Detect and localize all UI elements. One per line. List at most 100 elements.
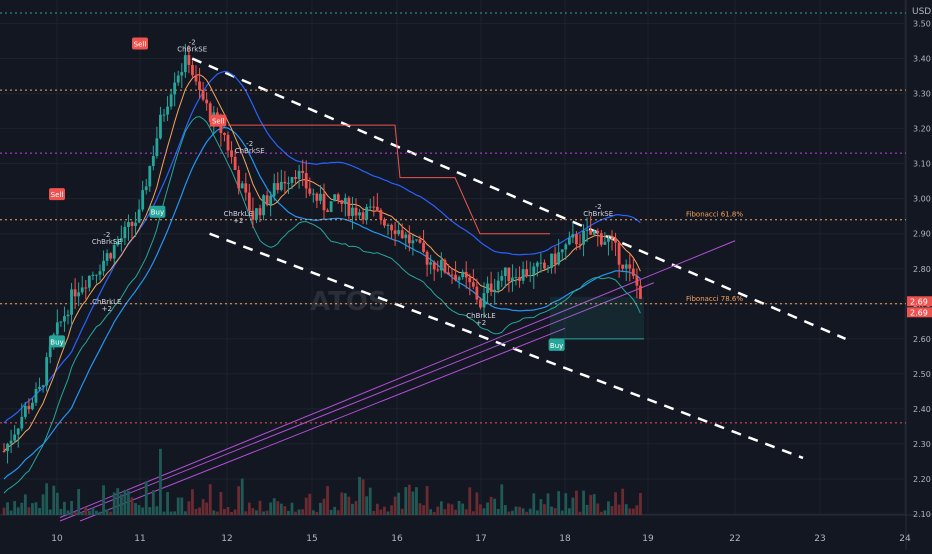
candle-body [365, 206, 369, 220]
sell-badge [132, 37, 148, 50]
volume-bar [567, 508, 571, 515]
volume-bar [34, 502, 38, 515]
resistance-step [228, 124, 550, 235]
volume-bar [123, 489, 127, 515]
volume-bar [585, 504, 589, 515]
candle-body [607, 237, 610, 242]
candle-body [194, 75, 198, 82]
candle-body [500, 275, 504, 281]
candle-body [503, 267, 507, 276]
volume-bar [578, 511, 582, 515]
signal-annotation: -2 [189, 39, 196, 47]
volume-bar [269, 502, 273, 515]
candle-body [571, 234, 575, 238]
volume-bar [589, 494, 593, 515]
volume-bar [635, 505, 639, 515]
volume-bar [70, 500, 73, 515]
candle-body [34, 389, 38, 403]
candle-body [375, 206, 379, 211]
volume-bar [237, 486, 241, 515]
volume-bar [41, 494, 45, 515]
candle-body [582, 230, 585, 245]
volume-bar [247, 502, 251, 515]
volume-bar [518, 506, 521, 515]
trend-line-b [59, 282, 654, 522]
volume-bar [407, 484, 411, 515]
candle-body [383, 219, 386, 226]
signal-annotation: -2 [103, 231, 110, 239]
candle-body [457, 277, 461, 281]
candle-body [354, 207, 358, 216]
volume-bar [201, 499, 205, 515]
candle-body [464, 271, 468, 278]
candle-body [575, 234, 578, 245]
volume-bar [251, 508, 255, 515]
candle-body [119, 238, 123, 242]
candle-body [450, 274, 454, 276]
candle-body [80, 287, 84, 293]
volume-bar [532, 493, 536, 515]
candle-body [418, 239, 422, 243]
candle-body [439, 259, 443, 271]
volume-bar [479, 504, 482, 515]
candle-body [155, 138, 159, 157]
y-tick-label: 2.80 [913, 265, 931, 274]
candle-body [528, 275, 532, 277]
volume-bar [464, 509, 468, 515]
volume-bar [372, 510, 376, 515]
signal-annotation: +2 [102, 305, 112, 313]
candle-body [471, 282, 475, 287]
volume-bar [66, 510, 70, 515]
candle-body [550, 253, 553, 268]
volume-bar [443, 509, 447, 515]
volume-bar [535, 510, 539, 515]
volume-bar [13, 501, 17, 515]
candle-body [247, 192, 251, 211]
volume-bar [258, 500, 262, 515]
band-lower [3, 126, 641, 480]
price-labels: 2.69 2.69 [907, 296, 932, 318]
candle-body [368, 206, 372, 208]
volume-bar [223, 508, 226, 515]
candle-body [539, 262, 543, 264]
candle-body [326, 210, 329, 212]
candle-body [315, 193, 319, 201]
sell-badge [49, 188, 65, 201]
candle-body [201, 89, 205, 100]
x-tick-label: 23 [814, 534, 825, 544]
price-label-box [907, 296, 932, 307]
candle-body [535, 262, 539, 267]
candle-body [603, 241, 607, 245]
volume-bar [525, 511, 529, 515]
candle-body [276, 183, 280, 190]
candle-body [311, 193, 315, 195]
volume-bar [475, 492, 479, 515]
candle-body [272, 183, 276, 196]
volume-bar [500, 484, 504, 515]
candle-body [610, 237, 614, 239]
volume-bar [45, 483, 49, 515]
volume-bar [297, 509, 301, 515]
volume-bar [23, 494, 27, 515]
volume-bar [347, 496, 351, 515]
volume-bar [95, 510, 98, 515]
volume-bar [315, 511, 319, 515]
volume-bar [614, 492, 617, 515]
candle-body [422, 242, 425, 252]
band-support [3, 116, 641, 494]
volume-bar [212, 510, 216, 515]
candle-body [287, 182, 290, 184]
y-tick-label: 3.30 [913, 90, 931, 99]
candle-body [400, 230, 404, 239]
volume-bar [144, 481, 148, 515]
buy-badge-label: Buy [50, 338, 63, 346]
volume-bar [596, 503, 600, 515]
candle-body [308, 188, 312, 194]
volume-bar [365, 496, 369, 515]
candle-body [294, 177, 297, 179]
buy-badge-label: Buy [550, 342, 563, 350]
volume-bar [329, 509, 333, 515]
candle-body [255, 208, 258, 220]
